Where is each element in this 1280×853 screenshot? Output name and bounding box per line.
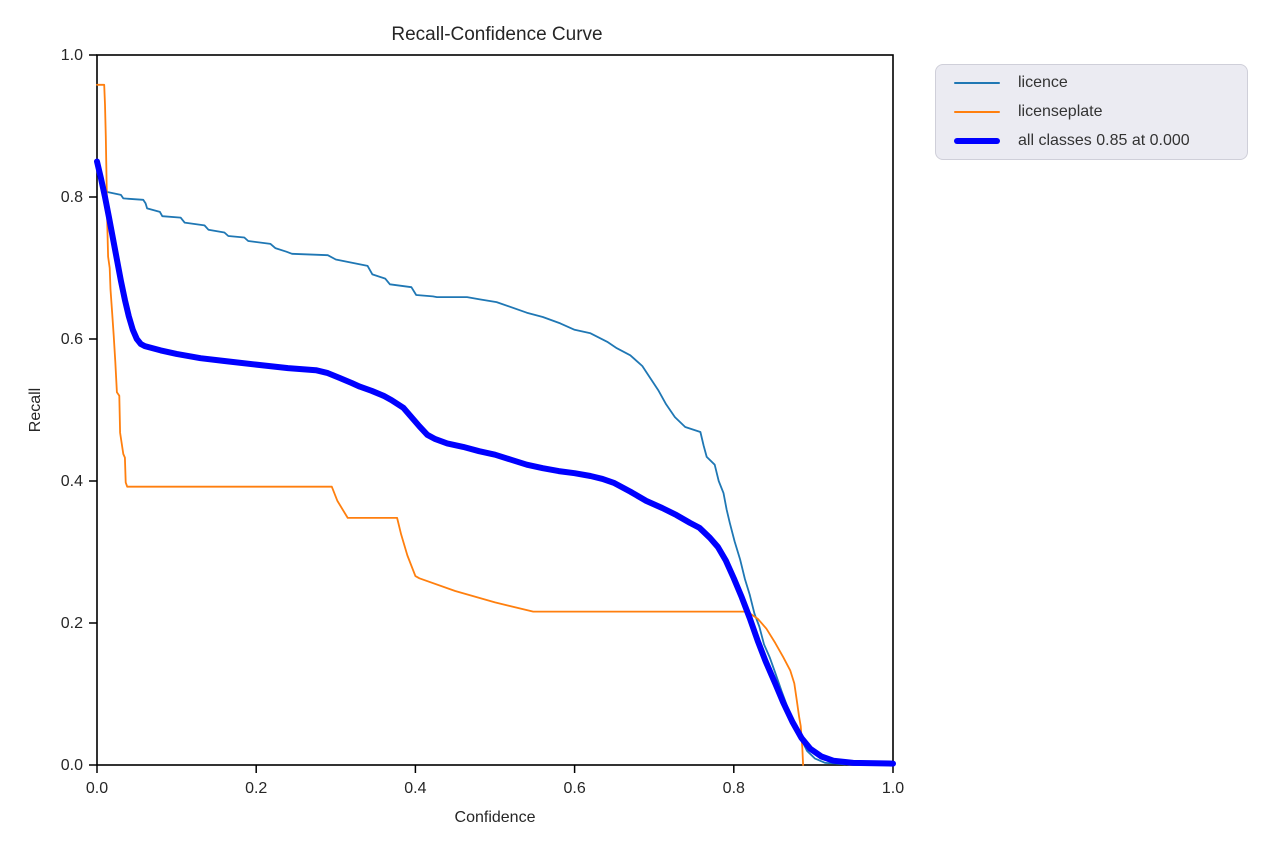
x-tick-label: 0.4: [404, 780, 426, 797]
legend-label-licenseplate: licenseplate: [1018, 103, 1103, 120]
axis-ticks: 0.0 0.2 0.4 0.6 0.8 1.0 0.0 0.2 0.4 0.6 0.8 1.0: [61, 47, 904, 797]
legend-item-all-classes: all classes 0.85 at 0.000: [946, 130, 1237, 152]
series-line-all-classes-0-85-at-0-000: [94, 158, 896, 767]
x-axis-label: Confidence: [455, 809, 536, 826]
series-line-licence: [96, 164, 847, 766]
licenseplate-line-swatch: [954, 111, 1000, 113]
y-tick-label: 0.6: [61, 331, 83, 348]
legend-label-all-classes: all classes 0.85 at 0.000: [1018, 132, 1190, 149]
y-tick-label: 0.2: [61, 615, 83, 632]
series-line-licenseplate: [96, 83, 804, 766]
x-tick-label: 0.8: [723, 780, 745, 797]
y-tick-label: 1.0: [61, 47, 83, 64]
plot-frame: [96, 54, 894, 766]
x-tick-label: 1.0: [882, 780, 904, 797]
chart-series-lines: [94, 83, 896, 767]
legend-item-licence: licence: [946, 72, 1237, 94]
y-tick-label: 0.8: [61, 189, 83, 206]
y-tick-label: 0.4: [61, 473, 83, 490]
legend-label-licence: licence: [1018, 74, 1068, 91]
licence-line-swatch: [954, 82, 1000, 84]
legend-item-licenseplate: licenseplate: [946, 101, 1237, 123]
legend: licence licenseplate all classes 0.85 at…: [935, 64, 1248, 160]
y-axis-label: Recall: [27, 388, 44, 432]
all-classes-line-swatch: [954, 138, 1000, 144]
chart-title: Recall-Confidence Curve: [391, 24, 602, 45]
x-tick-label: 0.6: [563, 780, 585, 797]
y-tick-label: 0.0: [61, 757, 83, 774]
x-tick-label: 0.2: [245, 780, 267, 797]
x-tick-label: 0.0: [86, 780, 108, 797]
